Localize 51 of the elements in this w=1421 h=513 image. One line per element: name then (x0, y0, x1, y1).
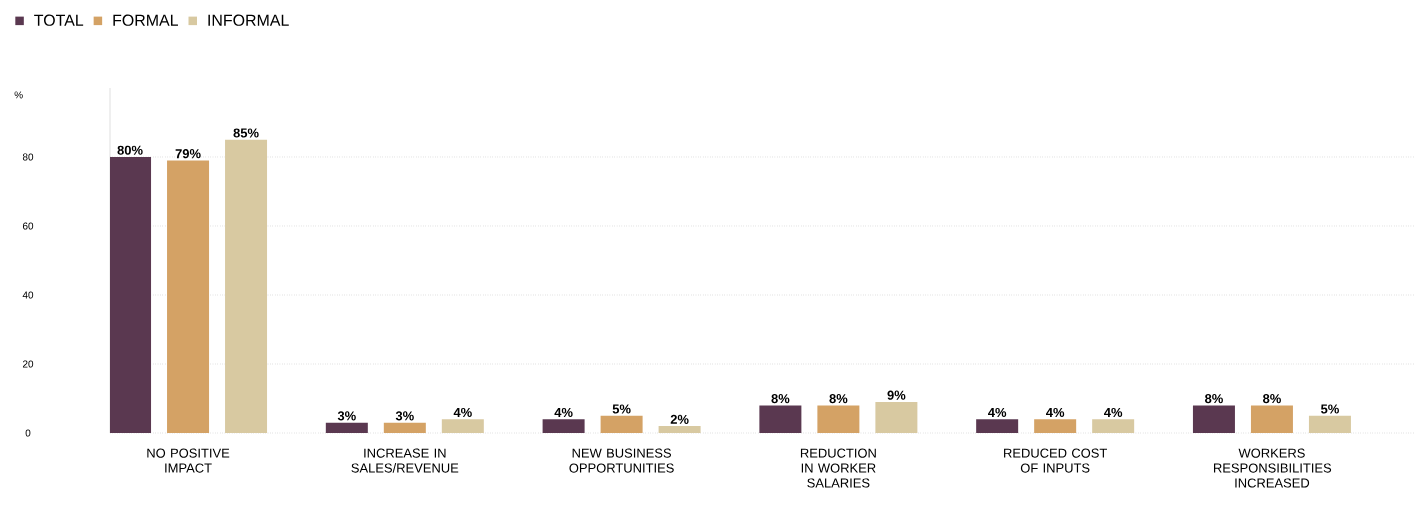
bar (875, 401, 918, 433)
bar (817, 405, 860, 433)
bar (1250, 405, 1293, 433)
bar (1034, 419, 1077, 433)
data-label: 8% (1262, 394, 1281, 404)
y-tick-label: 0 (25, 429, 31, 437)
x-tick-label: REDUCED COST OF INPUTS (1004, 448, 1108, 473)
data-label: 3% (395, 411, 414, 421)
data-label: 4% (554, 407, 573, 417)
data-label: 4% (453, 407, 472, 417)
y-axis-title: % (14, 91, 23, 99)
x-tick-label: WORKERS RESPONSIBILITIES INCREASED (1214, 448, 1332, 488)
bar (1092, 419, 1135, 433)
bar (1192, 405, 1235, 433)
bar (225, 139, 268, 433)
legend-label: FORMAL (113, 14, 178, 26)
y-tick-label: 20 (22, 360, 34, 368)
x-tick-label: NEW BUSINESS OPPORTUNITIES (569, 448, 674, 473)
data-label: 9% (887, 390, 906, 400)
y-tick-label: 40 (22, 291, 34, 299)
bar (542, 419, 585, 433)
x-tick-label: INCREASE IN SALES/REVENUE (351, 448, 459, 473)
bar (1308, 415, 1351, 433)
bar (976, 419, 1019, 433)
bar (167, 160, 210, 433)
data-label: 79% (175, 149, 201, 159)
bar (759, 405, 802, 433)
data-label: 5% (1320, 404, 1339, 414)
data-label: 4% (988, 407, 1007, 417)
bar (658, 426, 701, 433)
bar (441, 419, 484, 433)
x-tick-label: NO POSITIVE IMPACT (147, 448, 230, 473)
y-tick-label: 60 (22, 222, 34, 230)
legend-label: INFORMAL (208, 14, 289, 26)
bar (325, 422, 368, 433)
data-label: 3% (337, 411, 356, 421)
data-label: 80% (117, 145, 143, 155)
bar (600, 415, 643, 433)
data-label: 8% (771, 394, 790, 404)
data-label: 4% (1104, 407, 1123, 417)
data-label: 8% (829, 394, 848, 404)
data-label: 8% (1204, 394, 1223, 404)
bar (383, 422, 426, 433)
legend-label: TOTAL (34, 14, 84, 26)
data-label: 85% (233, 128, 259, 138)
data-label: 5% (612, 404, 631, 414)
bar (110, 157, 152, 433)
data-label: 2% (670, 414, 689, 424)
data-label: 4% (1046, 407, 1065, 417)
x-tick-label: REDUCTION IN WORKER SALARIES (800, 448, 876, 488)
y-tick-label: 80 (22, 153, 34, 161)
